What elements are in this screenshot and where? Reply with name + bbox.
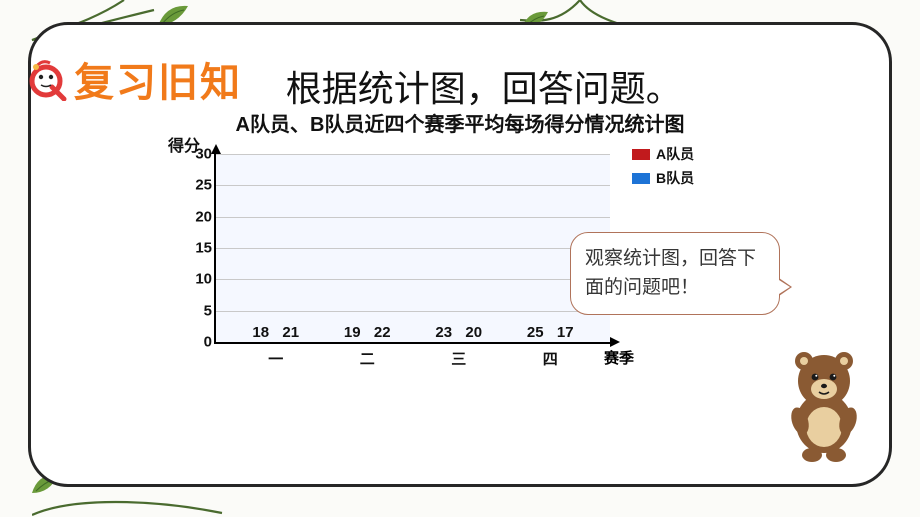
bar-value-label: 23: [435, 324, 452, 341]
review-banner: 复习旧知: [26, 50, 242, 108]
grid-line: [216, 279, 610, 280]
legend-item: A队员: [632, 144, 694, 164]
grid-line: [216, 311, 610, 312]
y-tick: 5: [180, 302, 216, 319]
legend-swatch: [632, 173, 650, 184]
bar-value-label: 25: [527, 324, 544, 341]
bar-chart: 得分 1821一1922二2320三2517四 赛季 051015202530: [170, 140, 610, 380]
grid-line: [216, 248, 610, 249]
grid-line: [216, 154, 610, 155]
chart-subtitle: A队员、B队员近四个赛季平均每场得分情况统计图: [236, 108, 685, 137]
y-tick: 25: [180, 177, 216, 194]
x-axis-label: 赛季: [604, 347, 634, 368]
y-tick: 0: [180, 334, 216, 351]
x-tick: 二: [360, 348, 375, 369]
grid-line: [216, 185, 610, 186]
hint-bubble: 观察统计图，回答下面的问题吧！: [570, 232, 780, 315]
legend: A队员 B队员: [632, 144, 694, 192]
y-tick: 30: [180, 146, 216, 163]
y-tick: 10: [180, 271, 216, 288]
y-tick: 15: [180, 240, 216, 257]
bar-value-label: 17: [557, 324, 574, 341]
bar-value-label: 20: [465, 324, 482, 341]
bear-mascot-icon: [774, 343, 874, 463]
x-tick: 四: [543, 348, 558, 369]
mascot-q-icon: [26, 57, 70, 101]
bar-value-label: 22: [374, 324, 391, 341]
bubble-tail-icon: [779, 278, 792, 296]
x-tick: 一: [268, 348, 283, 369]
x-axis-arrow-icon: [610, 337, 620, 347]
banner-label: 复习旧知: [74, 50, 242, 108]
y-tick: 20: [180, 208, 216, 225]
x-tick: 三: [451, 348, 466, 369]
hint-text: 观察统计图，回答下面的问题吧！: [585, 248, 756, 298]
page-title: 根据统计图，回答问题。: [286, 60, 682, 112]
grid-line: [216, 217, 610, 218]
legend-label: B队员: [656, 168, 694, 188]
legend-item: B队员: [632, 168, 694, 188]
legend-swatch: [632, 149, 650, 160]
plot-area: 1821一1922二2320三2517四 赛季 051015202530: [214, 154, 610, 344]
bar-value-label: 18: [252, 324, 269, 341]
legend-label: A队员: [656, 144, 694, 164]
bar-value-label: 21: [282, 324, 299, 341]
bar-value-label: 19: [344, 324, 361, 341]
